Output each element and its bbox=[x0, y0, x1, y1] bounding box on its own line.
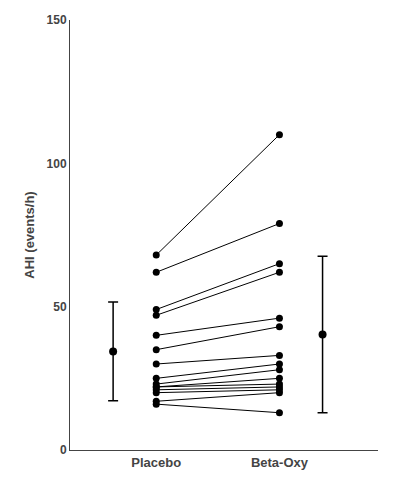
svg-text:0: 0 bbox=[60, 443, 67, 457]
svg-text:50: 50 bbox=[53, 300, 67, 314]
svg-text:100: 100 bbox=[47, 157, 67, 171]
svg-text:150: 150 bbox=[47, 13, 67, 27]
svg-text:AHI (events/h): AHI (events/h) bbox=[22, 191, 37, 278]
svg-text:Beta-Oxy: Beta-Oxy bbox=[251, 455, 309, 470]
svg-text:Placebo: Placebo bbox=[131, 455, 181, 470]
